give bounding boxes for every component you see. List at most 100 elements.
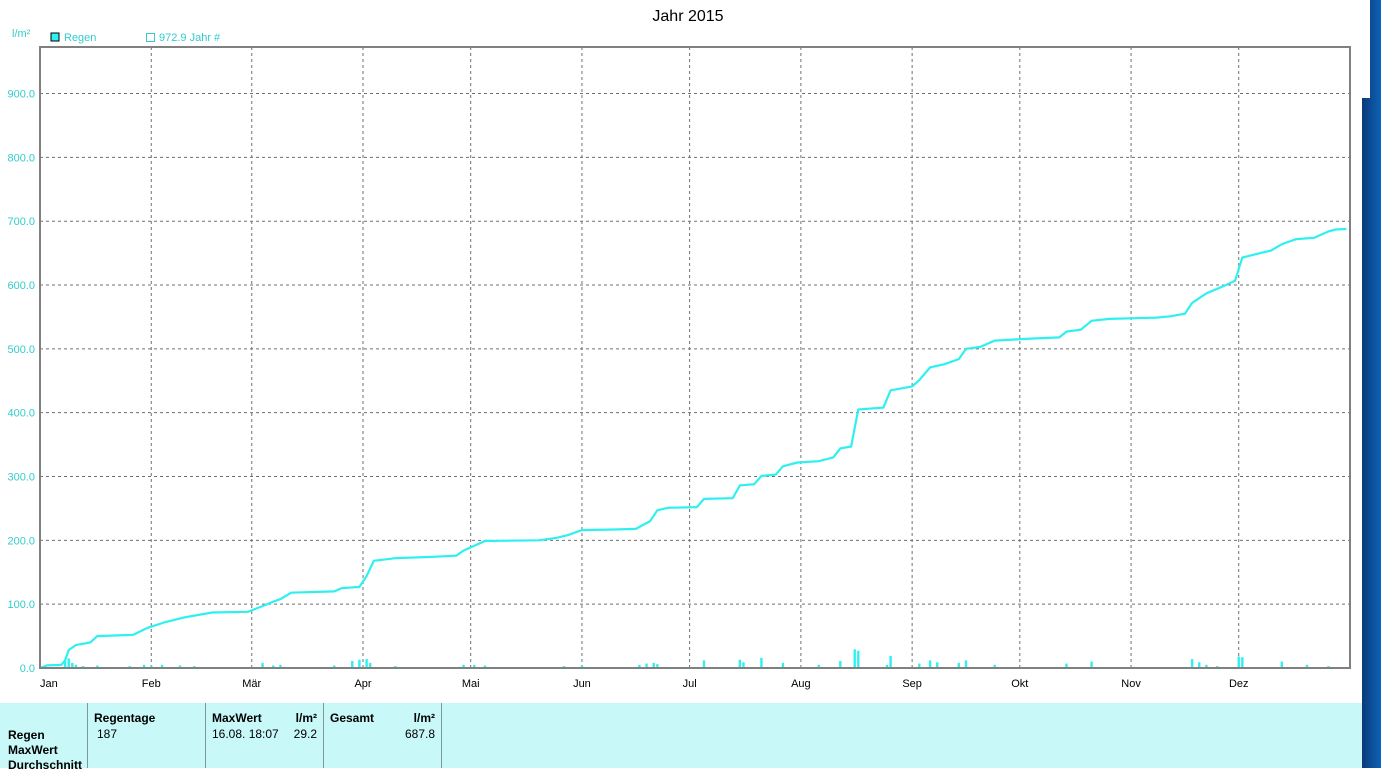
stats-row-labels: Regen MaxWert Durchschnitt bbox=[0, 703, 88, 772]
row-label-durchschnitt: Durchschnitt bbox=[8, 758, 83, 772]
axis-ticks: 0.0 100.0 200.0 300.0 400.0 500.0 600.0 700.0 80… bbox=[7, 89, 1248, 690]
daily-rain-bar bbox=[781, 662, 785, 668]
x-tick-label: Okt bbox=[1011, 678, 1028, 690]
daily-rain-bar bbox=[652, 662, 655, 668]
maxwert-unit: l/m² bbox=[295, 711, 317, 725]
x-tick-label: Dez bbox=[1229, 678, 1249, 690]
daily-rain-bar bbox=[358, 659, 361, 668]
daily-rain-bars bbox=[63, 649, 1330, 668]
legend-swatch-year bbox=[146, 33, 155, 42]
daily-rain-bar bbox=[1241, 657, 1244, 668]
daily-rain-bar bbox=[853, 649, 856, 668]
daily-rain-bar bbox=[889, 655, 892, 668]
daily-rain-bar bbox=[1090, 661, 1093, 668]
daily-rain-bar bbox=[473, 664, 476, 668]
rain-chart: Jahr 2015 l/m² Regen 972.9 Jahr # 0.0 100… bbox=[7, 8, 1351, 690]
daily-rain-bar bbox=[279, 664, 282, 668]
daily-rain-bar bbox=[936, 662, 939, 668]
daily-rain-bar bbox=[1237, 656, 1240, 668]
gesamt-value: 687.8 bbox=[404, 727, 435, 741]
daily-rain-bar bbox=[351, 660, 354, 668]
row-label-regen: Regen bbox=[8, 728, 45, 742]
desktop-edge-notch bbox=[1362, 0, 1370, 98]
legend-label-year: 972.9 Jahr # bbox=[159, 32, 221, 44]
regentage-header: Regentage bbox=[94, 711, 156, 725]
x-tick-label: Aug bbox=[791, 678, 811, 690]
y-tick-label: 500.0 bbox=[7, 344, 35, 356]
maxwert-date: 16.08. 18:07 bbox=[212, 727, 279, 741]
stats-col-maxwert: MaxWert l/m² 16.08. 18:07 29.2 bbox=[206, 703, 324, 768]
daily-rain-bar bbox=[71, 662, 74, 668]
daily-rain-bar bbox=[365, 659, 368, 668]
y-axis-unit: l/m² bbox=[12, 28, 31, 40]
daily-rain-bar bbox=[272, 665, 275, 668]
daily-rain-bar bbox=[645, 663, 648, 668]
daily-rain-bar bbox=[1305, 664, 1309, 668]
daily-rain-bar bbox=[885, 664, 889, 668]
y-tick-label: 900.0 bbox=[7, 89, 35, 101]
stats-panel: Regen MaxWert Durchschnitt Regentage 187… bbox=[0, 703, 1362, 772]
legend-swatch-regen bbox=[50, 32, 60, 42]
daily-rain-bar bbox=[150, 665, 153, 668]
daily-rain-bar bbox=[1198, 662, 1201, 668]
stats-col-gesamt: Gesamt l/m² 687.8 bbox=[324, 703, 442, 768]
y-tick-label: 800.0 bbox=[7, 152, 35, 164]
daily-rain-bar bbox=[96, 665, 99, 668]
daily-rain-bar bbox=[738, 659, 742, 668]
grid bbox=[40, 47, 1350, 668]
y-tick-label: 400.0 bbox=[7, 408, 35, 420]
maxwert-header: MaxWert bbox=[212, 711, 262, 725]
daily-rain-bar bbox=[67, 658, 70, 668]
daily-rain-bar bbox=[580, 665, 584, 668]
daily-rain-bar bbox=[964, 660, 968, 668]
y-tick-label: 700.0 bbox=[7, 216, 35, 228]
gesamt-header: Gesamt bbox=[330, 711, 375, 725]
x-tick-label: Jul bbox=[683, 678, 697, 690]
legend-label-regen: Regen bbox=[64, 32, 96, 44]
daily-rain-bar bbox=[839, 660, 842, 668]
daily-rain-bar bbox=[1190, 659, 1194, 668]
x-tick-label: Sep bbox=[902, 678, 922, 690]
daily-rain-bar bbox=[918, 663, 921, 668]
x-tick-label: Nov bbox=[1121, 678, 1141, 690]
x-tick-label: Apr bbox=[354, 678, 371, 690]
daily-rain-bar bbox=[993, 664, 996, 668]
daily-rain-bar bbox=[857, 650, 860, 668]
daily-rain-bar bbox=[462, 664, 465, 668]
daily-rain-bar bbox=[74, 664, 78, 668]
daily-rain-bar bbox=[333, 665, 336, 668]
y-tick-label: 600.0 bbox=[7, 280, 35, 292]
x-tick-label: Jan bbox=[40, 678, 58, 690]
daily-rain-bar bbox=[656, 664, 659, 668]
row-label-maxwert: MaxWert bbox=[8, 743, 58, 757]
daily-rain-bar bbox=[928, 660, 932, 668]
daily-rain-bar bbox=[1205, 664, 1208, 668]
daily-rain-bar bbox=[638, 664, 641, 668]
x-tick-label: Jun bbox=[573, 678, 591, 690]
cumulative-rain-line bbox=[39, 227, 1347, 670]
gesamt-unit: l/m² bbox=[413, 711, 435, 725]
daily-rain-bar bbox=[368, 662, 372, 668]
daily-rain-bar bbox=[702, 660, 706, 668]
daily-rain-bar bbox=[1065, 663, 1068, 668]
daily-rain-bar bbox=[178, 665, 182, 668]
regentage-value: 187 bbox=[97, 727, 118, 741]
daily-rain-bar bbox=[160, 664, 164, 668]
y-tick-label: 100.0 bbox=[7, 599, 35, 611]
daily-rain-bar bbox=[261, 662, 264, 668]
y-tick-label: 0.0 bbox=[20, 663, 35, 675]
daily-rain-bar bbox=[742, 662, 745, 668]
x-tick-label: Feb bbox=[142, 678, 161, 690]
daily-rain-bar bbox=[817, 664, 821, 668]
desktop-edge bbox=[1362, 0, 1381, 768]
stats-col-regentage: Regentage 187 bbox=[88, 703, 206, 768]
y-tick-label: 300.0 bbox=[7, 472, 35, 484]
daily-rain-bar bbox=[142, 664, 146, 668]
plot-frame bbox=[39, 46, 1351, 669]
daily-rain-bar bbox=[483, 665, 487, 668]
maxwert-value: 29.2 bbox=[293, 727, 317, 741]
daily-rain-bar bbox=[760, 657, 763, 668]
daily-rain-bar bbox=[957, 662, 960, 668]
daily-rain-bar bbox=[1280, 661, 1284, 668]
chart-title: Jahr 2015 bbox=[652, 8, 723, 25]
